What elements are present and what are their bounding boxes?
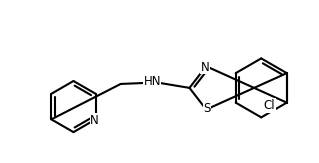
Text: Cl: Cl — [263, 99, 275, 112]
Text: N: N — [90, 114, 99, 127]
Text: S: S — [204, 102, 211, 115]
Text: HN: HN — [143, 75, 161, 89]
Text: N: N — [201, 61, 210, 74]
